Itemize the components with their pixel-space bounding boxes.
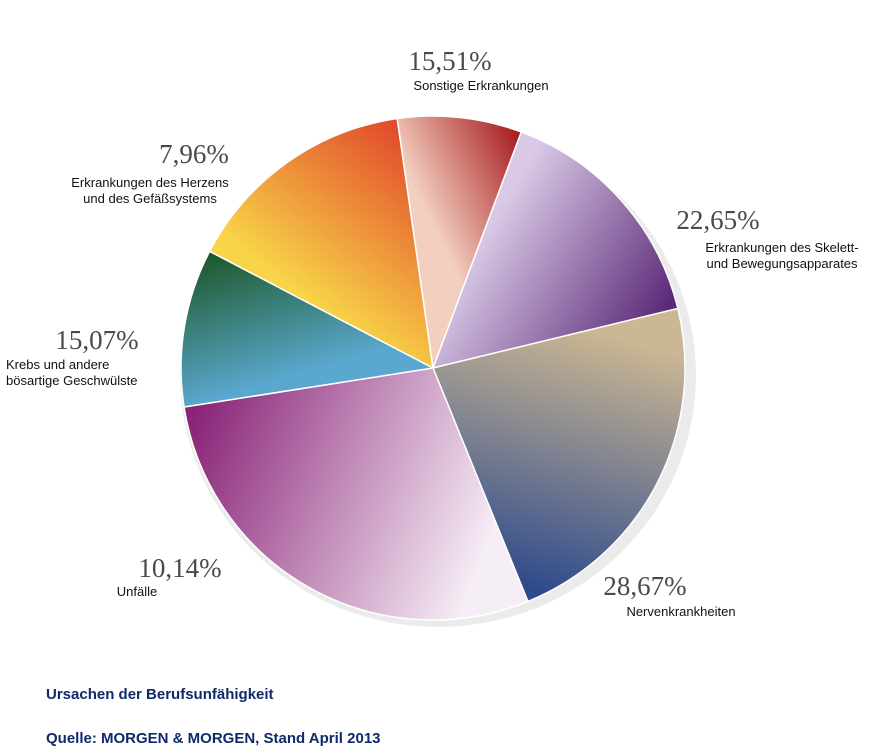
slice-category-label: Unfälle <box>117 584 157 599</box>
slice-category-label: Nervenkrankheiten <box>626 604 735 619</box>
slice-category-label: und Bewegungsapparates <box>706 256 858 271</box>
slice-category-label: Krebs und andere <box>6 357 109 372</box>
slice-category-label: bösartige Geschwülste <box>6 373 138 388</box>
slice-category-label: und des Gefäßsystems <box>83 191 217 206</box>
slice-value-label: 15,07% <box>55 325 138 355</box>
slice-value-label: 22,65% <box>676 205 759 235</box>
pie-slice-krebs-und-andere-b-sartige-geschw-lste <box>208 117 434 370</box>
pie-slice-sonstige-erkrankungen <box>431 130 679 370</box>
chart-source: Quelle: MORGEN & MORGEN, Stand April 201… <box>46 730 381 747</box>
slice-value-label: 10,14% <box>138 553 221 583</box>
slice-value-label: 15,51% <box>408 46 491 76</box>
pie-slice-erkrankungen-des-skelett-und-bewegungsapparates <box>431 307 686 603</box>
slice-category-label: Erkrankungen des Herzens <box>71 175 229 190</box>
pie-slice-nervenkrankheiten <box>183 367 529 621</box>
slice-category-label: Sonstige Erkrankungen <box>413 78 548 93</box>
slice-value-label: 28,67% <box>603 571 686 601</box>
pie-slice-unf-lle <box>180 250 436 408</box>
pie-slice-erkrankungen-des-herzens-und-des-gef-systems <box>396 115 523 369</box>
pie-labels: 15,51% Sonstige Erkrankungen 22,65% Erkrank… <box>6 46 859 619</box>
pie-slices <box>180 115 686 621</box>
slice-value-label: 7,96% <box>159 139 229 169</box>
slice-category-label: Erkrankungen des Skelett- <box>705 240 858 255</box>
chart-title: Ursachen der Berufsunfähigkeit <box>46 686 274 703</box>
